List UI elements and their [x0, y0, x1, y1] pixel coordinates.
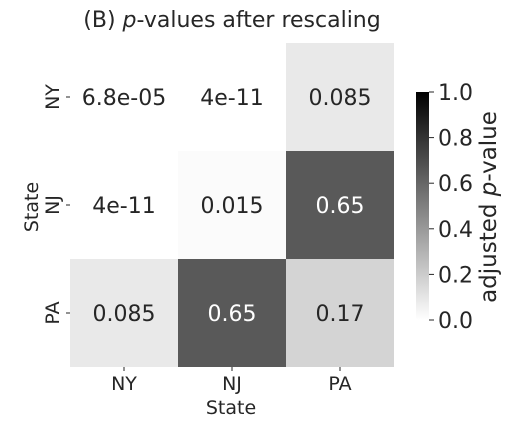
chart-title-italic: p [122, 8, 137, 33]
colorbar-label-italic: p [476, 182, 502, 198]
heatmap-cell-NY-PA [286, 43, 394, 151]
y-axis-label: State [21, 182, 43, 232]
heatmap-cell-NY-NJ [178, 43, 286, 151]
heatmap-cell-PA-PA [286, 259, 394, 367]
cell-value-label-PA-PA: 0.17 [316, 302, 365, 327]
colorbar-label-suffix: -value [476, 111, 502, 182]
chart-title-prefix: (B) [83, 8, 122, 33]
colorbar-tick-label-0.2: 0.2 [438, 263, 473, 288]
heatmap-cell-NY-NY [70, 43, 178, 151]
x-axis-label: State [206, 397, 256, 419]
x-tick-label-NJ: NJ [222, 373, 242, 395]
x-axis-ticks: NY NJ PA [111, 367, 352, 395]
heatmap-cell-PA-NJ [178, 259, 286, 367]
colorbar-tick-label-0.4: 0.4 [438, 218, 473, 243]
colorbar-tick-label-0.8: 0.8 [438, 127, 473, 152]
colorbar-tick-label-1.0: 1.0 [438, 81, 473, 106]
cell-value-label-NY-PA: 0.085 [309, 86, 372, 111]
colorbar-tick-label-0.6: 0.6 [438, 172, 473, 197]
colorbar-label: adjusted p-value [476, 111, 502, 303]
colorbar-label-prefix: adjusted [476, 196, 502, 303]
cell-value-label-NJ-PA: 0.65 [316, 194, 365, 219]
y-tick-label-NY: NY [42, 84, 64, 110]
colorbar-tick-label-0.0: 0.0 [438, 309, 473, 334]
chart-title-suffix: -values after rescaling [137, 8, 381, 33]
heatmap-cell-PA-NY [70, 259, 178, 367]
x-tick-label-NY: NY [111, 373, 137, 395]
heatmap-cells [70, 43, 394, 367]
colorbar [416, 92, 429, 320]
heatmap-cell-NJ-NJ [178, 151, 286, 259]
heatmap-cell-labels: 6.8e-05 4e-11 0.085 4e-11 0.015 0.65 0.085 0.65… [82, 86, 372, 327]
cell-value-label-PA-NJ: 0.65 [208, 302, 257, 327]
y-axis-ticks: NY NJ PA [42, 84, 70, 325]
cell-value-label-NY-NY: 6.8e-05 [82, 86, 166, 111]
colorbar-ticks: 0.0 0.2 0.4 0.6 0.8 1.0 [429, 81, 473, 334]
cell-value-label-PA-NY: 0.085 [93, 302, 156, 327]
cell-value-label-NY-NJ: 4e-11 [200, 86, 263, 111]
y-tick-label-PA: PA [42, 301, 64, 324]
heatmap-cell-NJ-PA [286, 151, 394, 259]
x-tick-label-PA: PA [328, 373, 351, 395]
cell-value-label-NJ-NJ: 0.015 [201, 194, 264, 219]
y-tick-label-NJ: NJ [42, 195, 64, 215]
chart-title: (B) p-values after rescaling [83, 8, 380, 33]
cell-value-label-NJ-NY: 4e-11 [92, 194, 155, 219]
heatmap-cell-NJ-NY [70, 151, 178, 259]
